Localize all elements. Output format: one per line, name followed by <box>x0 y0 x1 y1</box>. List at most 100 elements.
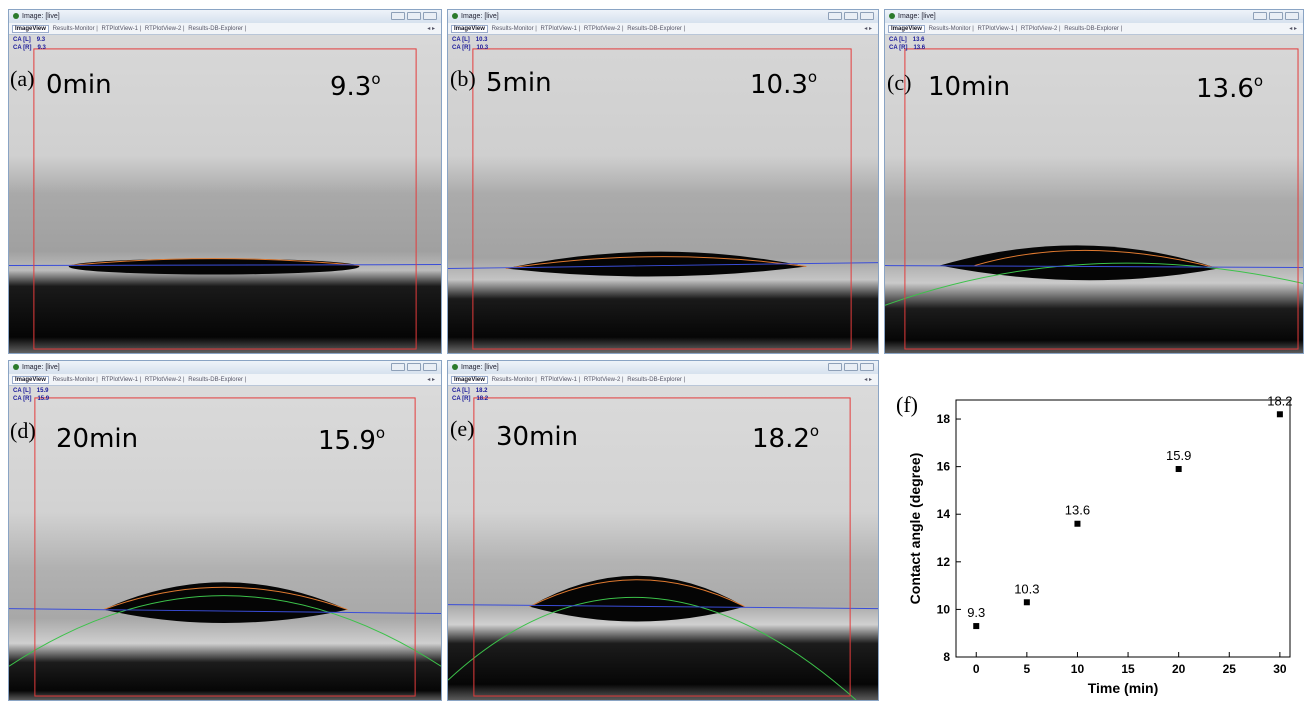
window-title: Image: [live] <box>22 364 60 371</box>
minimize-button[interactable] <box>828 12 842 20</box>
image-window-c: Image: [live] ImageView Results-Monitor … <box>884 9 1304 354</box>
tab-results-monitor[interactable]: Results-Monitor <box>52 26 95 32</box>
data-label: 9.3 <box>967 605 985 620</box>
chart-plot: 0 5 10 15 20 25 30 8 10 12 14 16 18 9.3 10.3 13.6 15.9… <box>907 393 1293 696</box>
window-titlebar: Image: [live] <box>885 10 1303 23</box>
image-window-e: Image: [live] ImageView Results-Monitor … <box>447 360 879 701</box>
angle-label-c: 13.6o <box>1196 72 1263 104</box>
tab-imageview[interactable]: ImageView <box>888 25 925 33</box>
tab-results-monitor[interactable]: Results-Monitor <box>52 377 95 383</box>
close-button[interactable] <box>1285 12 1299 20</box>
tab-rtplotview-1[interactable]: RTPlotView-1 <box>101 377 138 383</box>
ca-right-readout: CA [R] 9.3 <box>13 45 46 51</box>
tab-results-db-explorer[interactable]: Results-DB-Explorer <box>627 377 682 383</box>
minimize-button[interactable] <box>391 12 405 20</box>
tab-results-db-explorer[interactable]: Results-DB-Explorer <box>627 26 682 32</box>
ca-left-label: CA [L] <box>889 37 907 43</box>
image-viewport[interactable]: CA [L] 13.6 CA [R] 13.6 <box>885 35 1303 353</box>
time-label-b: 5min <box>486 68 552 98</box>
ca-left-value: 18.2 <box>475 388 488 394</box>
x-axis: 0 5 10 15 20 25 30 <box>973 652 1287 676</box>
window-title: Image: [live] <box>461 13 499 20</box>
minimize-button[interactable] <box>828 363 842 371</box>
close-button[interactable] <box>860 12 874 20</box>
ca-left-readout: CA [L] 13.6 <box>889 37 924 43</box>
image-window-a: Image: [live] ImageView Results-Monitor … <box>8 9 442 354</box>
image-viewport[interactable]: CA [L] 10.3 CA [R] 10.3 <box>448 35 878 353</box>
close-button[interactable] <box>423 12 437 20</box>
close-button[interactable] <box>423 363 437 371</box>
tab-results-db-explorer[interactable]: Results-DB-Explorer <box>188 377 243 383</box>
droplet-image <box>9 386 441 700</box>
tab-scroll-arrows[interactable]: ◂ ▸ <box>427 377 435 383</box>
x-tick-label: 25 <box>1223 662 1237 676</box>
ca-left-readout: CA [L] 15.9 <box>13 388 48 394</box>
maximize-button[interactable] <box>844 12 858 20</box>
data-point <box>1023 599 1030 606</box>
tab-scroll-arrows[interactable]: ◂ ▸ <box>1289 26 1297 32</box>
app-icon <box>889 13 895 19</box>
ca-left-value: 9.3 <box>36 37 46 43</box>
tab-imageview[interactable]: ImageView <box>12 25 49 33</box>
y-tick-label: 16 <box>937 460 951 474</box>
tab-scroll-arrows[interactable]: ◂ ▸ <box>864 377 872 383</box>
panel-letter-a: (a) <box>10 66 35 91</box>
maximize-button[interactable] <box>407 12 421 20</box>
droplet-image <box>885 35 1303 353</box>
tab-imageview[interactable]: ImageView <box>451 25 488 33</box>
tab-rtplotview-2[interactable]: RTPlotView-2 <box>583 26 621 32</box>
window-title: Image: [live] <box>898 13 936 20</box>
ca-right-label: CA [R] <box>13 45 32 51</box>
tab-rtplotview-1[interactable]: RTPlotView-1 <box>540 26 577 32</box>
ca-right-value: 18.2 <box>476 396 489 402</box>
close-button[interactable] <box>860 363 874 371</box>
tab-rtplotview-2[interactable]: RTPlotView-2 <box>144 377 182 383</box>
ca-right-value: 10.3 <box>476 45 489 51</box>
tab-rtplotview-1[interactable]: RTPlotView-1 <box>101 26 138 32</box>
ca-right-readout: CA [R] 15.9 <box>13 396 49 402</box>
x-tick-label: 0 <box>973 662 980 676</box>
time-label-c: 10min <box>928 72 1011 102</box>
tab-imageview[interactable]: ImageView <box>12 376 49 384</box>
ca-left-label: CA [L] <box>452 388 470 394</box>
tab-rtplotview-1[interactable]: RTPlotView-1 <box>540 377 577 383</box>
maximize-button[interactable] <box>1269 12 1283 20</box>
maximize-button[interactable] <box>844 363 858 371</box>
droplet-image <box>9 35 441 353</box>
minimize-button[interactable] <box>391 363 405 371</box>
data-label: 15.9 <box>1166 448 1191 463</box>
ca-left-label: CA [L] <box>452 37 470 43</box>
tab-imageview[interactable]: ImageView <box>451 376 488 384</box>
degree-mark: o <box>809 422 820 440</box>
tab-rtplotview-1[interactable]: RTPlotView-1 <box>977 26 1014 32</box>
tab-scroll-arrows[interactable]: ◂ ▸ <box>427 26 435 32</box>
degree-mark: o <box>375 424 386 442</box>
maximize-button[interactable] <box>407 363 421 371</box>
view-tab-bar: ImageView Results-Monitor | RTPlotView-1… <box>9 23 441 35</box>
tab-results-monitor[interactable]: Results-Monitor <box>491 377 534 383</box>
minimize-button[interactable] <box>1253 12 1267 20</box>
image-viewport[interactable]: CA [L] 18.2 CA [R] 18.2 <box>448 386 878 700</box>
ca-right-readout: CA [R] 13.6 <box>889 45 925 51</box>
ca-left-readout: CA [L] 18.2 <box>452 388 487 394</box>
image-viewport[interactable]: CA [L] 15.9 CA [R] 15.9 <box>9 386 441 700</box>
tab-rtplotview-2[interactable]: RTPlotView-2 <box>1020 26 1058 32</box>
panel-letter-d: (d) <box>10 418 36 443</box>
tab-rtplotview-2[interactable]: RTPlotView-2 <box>583 377 621 383</box>
angle-value: 13.6 <box>1196 74 1254 104</box>
y-tick-label: 8 <box>943 650 950 664</box>
tab-results-monitor[interactable]: Results-Monitor <box>491 26 534 32</box>
tab-rtplotview-2[interactable]: RTPlotView-2 <box>144 26 182 32</box>
panel-letter-b: (b) <box>450 66 476 91</box>
y-tick-label: 18 <box>937 412 951 426</box>
y-axis: 8 10 12 14 16 18 <box>937 412 961 664</box>
tab-results-db-explorer[interactable]: Results-DB-Explorer <box>1064 26 1119 32</box>
image-viewport[interactable]: CA [L] 9.3 CA [R] 9.3 <box>9 35 441 353</box>
panel-letter-c: (c) <box>887 70 912 95</box>
degree-mark: o <box>371 70 381 88</box>
tab-results-monitor[interactable]: Results-Monitor <box>928 26 971 32</box>
angle-label-a: 9.3o <box>330 70 381 102</box>
tab-results-db-explorer[interactable]: Results-DB-Explorer <box>188 26 243 32</box>
tab-scroll-arrows[interactable]: ◂ ▸ <box>864 26 872 32</box>
angle-value: 15.9 <box>318 426 376 456</box>
